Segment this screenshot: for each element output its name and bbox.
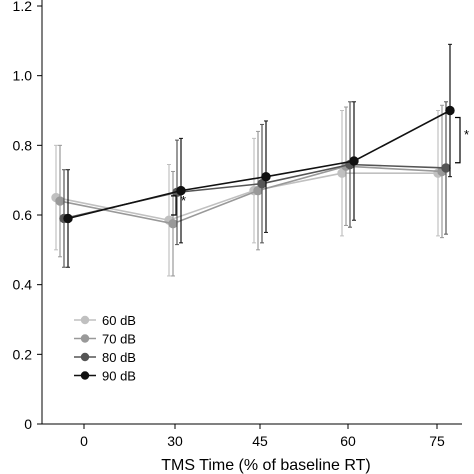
legend-swatch-marker xyxy=(80,371,90,380)
series-line xyxy=(67,109,451,220)
x-tick-label: 0 xyxy=(80,433,88,449)
y-tick-label: 0 xyxy=(24,416,32,432)
significance-marker: * xyxy=(464,127,469,142)
axes: 0 0.2 0.4 0.6 0.8 1.0 1.2 0 30 45 60 75 TMS Time (% … xyxy=(13,0,462,474)
y-tick-label: 0.8 xyxy=(13,137,33,153)
legend-label: 60 dB xyxy=(102,313,136,328)
y-tick-label: 0.4 xyxy=(13,277,33,293)
significance-bracket xyxy=(455,116,461,164)
significance-bracket xyxy=(171,195,177,216)
series-90-db xyxy=(63,43,455,268)
x-tick-label: 60 xyxy=(340,433,356,449)
series-line xyxy=(59,165,443,225)
x-tick-label: 75 xyxy=(429,433,445,449)
series-layer xyxy=(51,43,455,277)
y-tick-label: 0.6 xyxy=(13,207,33,223)
data-point xyxy=(261,171,271,182)
legend-item: 80 dB xyxy=(74,350,136,365)
significance-marker: * xyxy=(181,193,186,208)
legend-label: 70 dB xyxy=(102,332,136,347)
x-tick-label: 30 xyxy=(167,433,183,449)
data-point xyxy=(441,163,451,173)
legend-label: 90 dB xyxy=(102,369,136,384)
data-point xyxy=(63,213,73,224)
legend-swatch-marker xyxy=(80,352,90,362)
legend-swatch-marker xyxy=(80,315,90,325)
legend-item: 90 dB xyxy=(74,369,136,384)
data-point xyxy=(176,185,186,196)
y-tick-label: 1.2 xyxy=(13,0,33,14)
legend-swatch-marker xyxy=(80,334,90,343)
y-tick-label: 0.2 xyxy=(13,346,33,362)
legend-item: 70 dB xyxy=(74,332,136,347)
legend: 60 dB 70 dB 80 dB 90 dB xyxy=(74,313,136,384)
data-point xyxy=(168,219,178,229)
x-axis-title: TMS Time (% of baseline RT) xyxy=(161,457,371,474)
data-point xyxy=(55,196,65,206)
significance-annotations: ** xyxy=(171,116,469,216)
y-tick-label: 1.0 xyxy=(13,68,33,84)
x-tick-label: 45 xyxy=(252,433,268,449)
legend-item: 60 dB xyxy=(74,313,136,328)
series-60-db xyxy=(51,110,443,277)
data-point xyxy=(445,105,455,116)
data-point xyxy=(349,156,359,166)
legend-label: 80 dB xyxy=(102,350,136,365)
